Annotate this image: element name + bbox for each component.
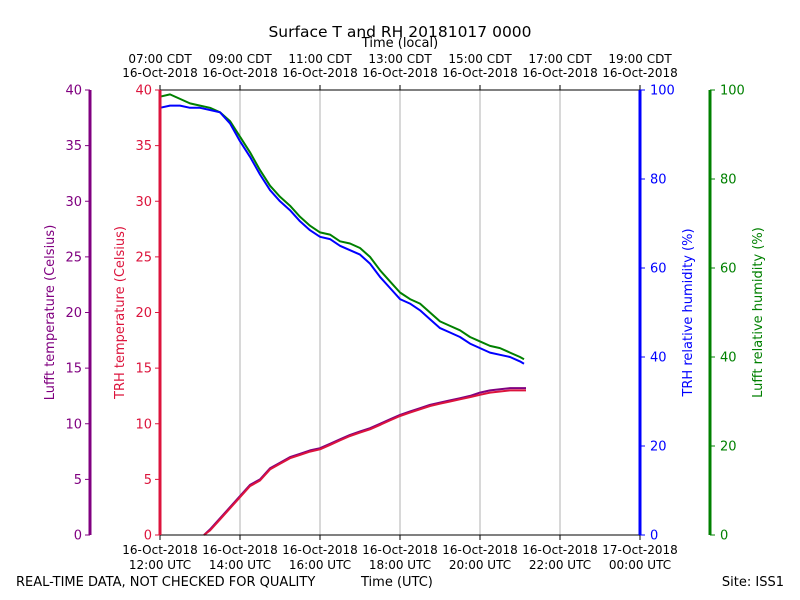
axes xyxy=(85,85,715,540)
chart-title: Surface T and RH 20181017 0000 xyxy=(268,23,531,41)
trh_temp-tick-label: 15 xyxy=(135,362,152,377)
lufft_temp-tick-label: 20 xyxy=(65,306,82,321)
trh_temp-tick-label: 5 xyxy=(144,473,152,488)
top-tick-time: 17:00 CDT xyxy=(528,52,592,66)
trh_temp-tick-label: 0 xyxy=(144,529,152,544)
bottom-axis-label: Time (UTC) xyxy=(361,575,433,590)
top-tick-date: 16-Oct-2018 xyxy=(442,66,518,80)
lufft_temp-tick-label: 10 xyxy=(65,417,82,432)
bottom-tick-time: 12:00 UTC xyxy=(129,558,191,572)
lufft_temp-tick-label: 0 xyxy=(74,529,82,544)
series-line-trh_rh xyxy=(159,104,525,365)
lufft_rh-tick-label: 100 xyxy=(720,84,745,99)
trh_rh-tick-label: 100 xyxy=(650,84,675,99)
top-tick-date: 16-Oct-2018 xyxy=(522,66,598,80)
data-series xyxy=(159,93,526,536)
trh_rh-tick-label: 80 xyxy=(650,173,667,188)
bottom-tick-date: 16-Oct-2018 xyxy=(442,543,518,557)
top-tick-time: 13:00 CDT xyxy=(368,52,432,66)
lufft_rh-axis-label: Lufft relative humidity (%) xyxy=(751,227,766,398)
trh_rh-tick-label: 60 xyxy=(650,262,667,277)
lufft_temp-tick-label: 15 xyxy=(65,362,82,377)
top-tick-time: 15:00 CDT xyxy=(448,52,512,66)
lufft_temp-tick-label: 5 xyxy=(74,473,82,488)
top-tick-date: 16-Oct-2018 xyxy=(122,66,198,80)
lufft_rh-tick-label: 40 xyxy=(720,351,737,366)
lufft_temp-tick-label: 30 xyxy=(65,195,82,210)
bottom-tick-date: 16-Oct-2018 xyxy=(122,543,198,557)
bottom-tick-date: 17-Oct-2018 xyxy=(602,543,678,557)
top-tick-time: 19:00 CDT xyxy=(608,52,672,66)
lufft_temp-tick-label: 40 xyxy=(65,84,82,99)
bottom-tick-date: 16-Oct-2018 xyxy=(362,543,438,557)
lufft_rh-tick-label: 60 xyxy=(720,262,737,277)
top-tick-time: 07:00 CDT xyxy=(128,52,192,66)
site-label: Site: ISS1 xyxy=(721,575,784,590)
bottom-tick-date: 16-Oct-2018 xyxy=(282,543,358,557)
trh_temp-tick-label: 35 xyxy=(135,139,152,154)
top-tick-time: 09:00 CDT xyxy=(208,52,272,66)
series-line-lufft_temp xyxy=(203,387,526,536)
bottom-tick-time: 00:00 UTC xyxy=(609,558,671,572)
lufft_temp-tick-label: 25 xyxy=(65,250,82,265)
trh_rh-tick-label: 40 xyxy=(650,351,667,366)
top-axis-label: Time (local) xyxy=(361,36,438,51)
top-tick-date: 16-Oct-2018 xyxy=(602,66,678,80)
trh_temp-tick-label: 20 xyxy=(135,306,152,321)
quality-warning: REAL-TIME DATA, NOT CHECKED FOR QUALITY xyxy=(16,575,316,590)
top-tick-date: 16-Oct-2018 xyxy=(362,66,438,80)
trh_temp-tick-label: 40 xyxy=(135,84,152,99)
series-line-trh_temp xyxy=(203,389,526,536)
top-tick-date: 16-Oct-2018 xyxy=(202,66,278,80)
series-line-lufft_rh xyxy=(159,93,525,361)
lufft_rh-tick-label: 80 xyxy=(720,173,737,188)
bottom-tick-time: 16:00 UTC xyxy=(289,558,351,572)
bottom-tick-date: 16-Oct-2018 xyxy=(202,543,278,557)
top-tick-time: 11:00 CDT xyxy=(288,52,352,66)
bottom-tick-time: 20:00 UTC xyxy=(449,558,511,572)
bottom-tick-time: 22:00 UTC xyxy=(529,558,591,572)
bottom-tick-time: 18:00 UTC xyxy=(369,558,431,572)
trh_rh-tick-label: 20 xyxy=(650,440,667,455)
trh_rh-tick-label: 0 xyxy=(650,529,658,544)
grid-lines xyxy=(239,90,561,535)
trh_temp-tick-label: 10 xyxy=(135,417,152,432)
bottom-tick-time: 14:00 UTC xyxy=(209,558,271,572)
trh_temp-axis-label: TRH temperature (Celsius) xyxy=(113,226,128,400)
lufft_rh-tick-label: 20 xyxy=(720,440,737,455)
top-tick-date: 16-Oct-2018 xyxy=(282,66,358,80)
trh_rh-axis-label: TRH relative humidity (%) xyxy=(681,228,696,397)
trh_temp-tick-label: 25 xyxy=(135,250,152,265)
bottom-tick-date: 16-Oct-2018 xyxy=(522,543,598,557)
lufft_rh-tick-label: 0 xyxy=(720,529,728,544)
lufft_temp-tick-label: 35 xyxy=(65,139,82,154)
trh_temp-tick-label: 30 xyxy=(135,195,152,210)
lufft_temp-axis-label: Lufft temperature (Celsius) xyxy=(43,225,58,401)
